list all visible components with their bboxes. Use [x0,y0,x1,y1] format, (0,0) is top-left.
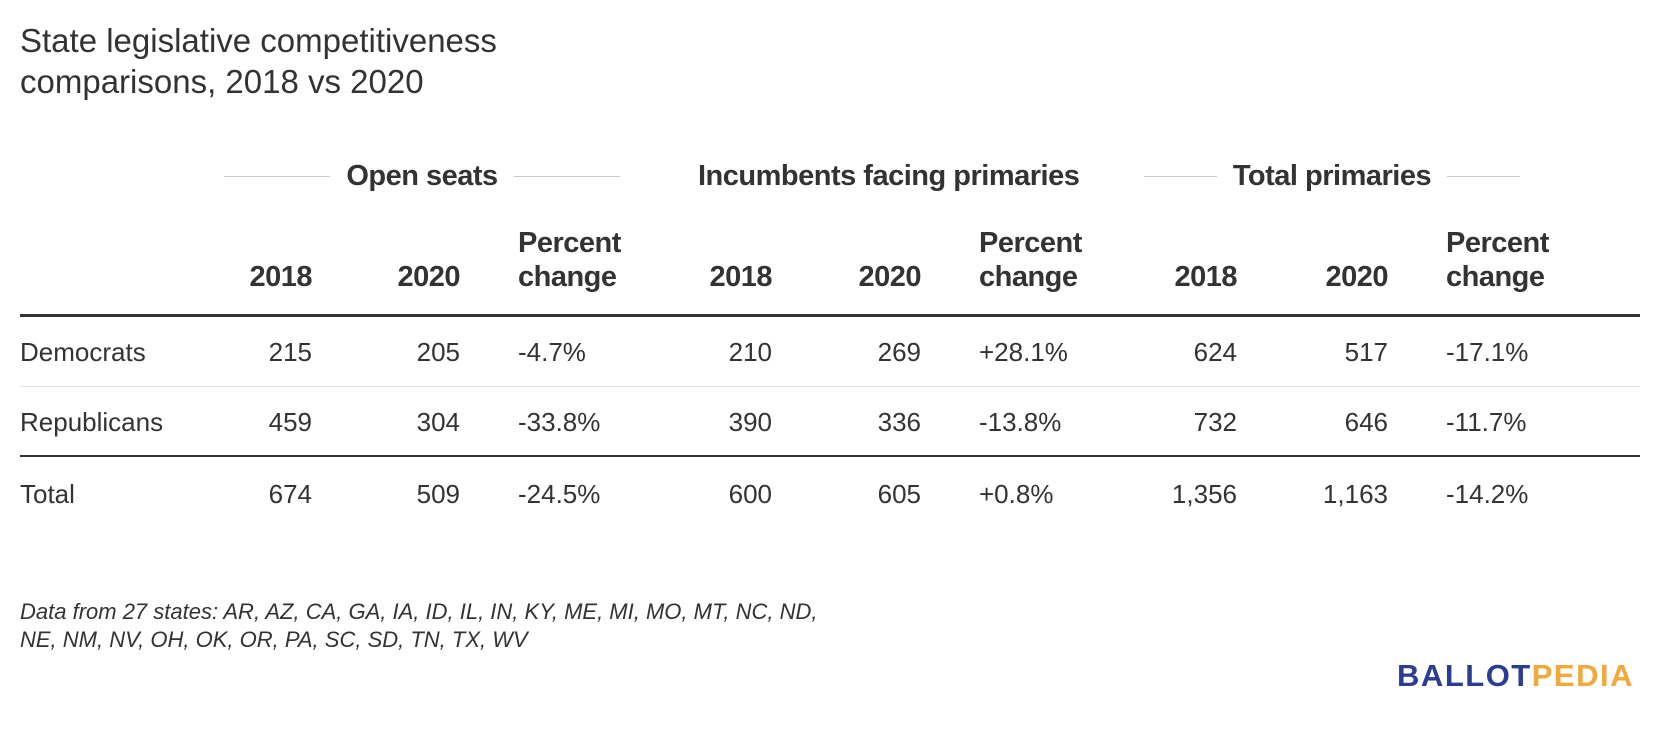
cell-inc-pct: +28.1% [979,337,1068,367]
col-head-total-pct: Percent change [1446,227,1549,293]
cell-total-pct: -11.7% [1446,407,1527,437]
cell-open-pct: -24.5% [518,479,601,509]
total-rule [20,455,1640,457]
col-head-total-2020: 2020 [1325,261,1388,293]
cell-total-2020: 646 [1344,407,1388,437]
col-head-open-2018: 2018 [249,261,312,293]
title-line-2: comparisons, 2018 vs 2020 [20,63,424,100]
cell-open-2020: 509 [416,479,460,509]
cell-total-2020: 517 [1344,337,1388,367]
ballotpedia-logo: BALLOTPEDIA [1397,658,1634,694]
group-header-total-primaries: Total primaries [1144,156,1520,196]
header-rule [20,314,1640,317]
cell-total-pct: -14.2% [1446,479,1529,509]
group-label-incumbents: Incumbents facing primaries [698,159,1080,192]
cell-inc-2020: 605 [877,479,921,509]
group-rule-right [1447,175,1520,177]
table-row-democrats: Democrats 215 205 -4.7% 210 269 +28.1% 6… [0,332,1660,372]
row-label: Total [20,479,75,509]
cell-inc-2020: 269 [877,337,921,367]
cell-inc-2018: 210 [728,337,772,367]
group-header-open-seats: Open seats [224,156,620,196]
table-row-total: Total 674 509 -24.5% 600 605 +0.8% 1,356… [0,474,1660,514]
cell-total-pct: -17.1% [1446,337,1529,367]
cell-inc-2020: 336 [877,407,921,437]
footnote-line-2: NE, NM, NV, OH, OK, OR, PA, SC, SD, TN, … [20,627,528,652]
col-head-inc-2018: 2018 [709,261,772,293]
logo-part-pedia: PEDIA [1531,658,1634,693]
col-head-inc-pct: Percent change [979,227,1082,293]
group-label-open-seats: Open seats [346,159,498,192]
row-divider [20,386,1640,387]
cell-open-2018: 674 [268,479,312,509]
cell-inc-2018: 600 [728,479,772,509]
col-head-total-2018: 2018 [1174,261,1237,293]
logo-part-ballot: BALLOT [1397,658,1532,693]
row-label: Democrats [20,337,146,367]
group-rule-left [1144,175,1217,177]
group-rule-left [224,175,331,177]
cell-total-2018: 732 [1193,407,1237,437]
cell-open-2020: 205 [416,337,460,367]
group-header-incumbents: Incumbents facing primaries [682,156,1082,196]
cell-open-2018: 459 [268,407,312,437]
col-head-open-pct: Percent change [518,227,621,293]
cell-total-2020: 1,163 [1322,479,1388,509]
cell-total-2018: 1,356 [1171,479,1237,509]
cell-total-2018: 624 [1193,337,1237,367]
group-label-total-primaries: Total primaries [1232,159,1432,192]
cell-open-2020: 304 [416,407,460,437]
table-row-republicans: Republicans 459 304 -33.8% 390 336 -13.8… [0,402,1660,442]
cell-inc-2018: 390 [728,407,772,437]
cell-open-pct: -4.7% [518,337,586,367]
cell-inc-pct: +0.8% [979,479,1054,509]
group-rule-right [513,175,620,177]
chart-title: State legislative competitiveness compar… [20,20,620,102]
col-head-inc-2020: 2020 [858,261,921,293]
cell-inc-pct: -13.8% [979,407,1062,437]
row-label: Republicans [20,407,164,437]
footnote-line-1: Data from 27 states: AR, AZ, CA, GA, IA,… [20,599,818,624]
title-line-1: State legislative competitiveness [20,22,497,59]
footnote: Data from 27 states: AR, AZ, CA, GA, IA,… [20,598,880,654]
col-head-open-2020: 2020 [397,261,460,293]
cell-open-pct: -33.8% [518,407,601,437]
cell-open-2018: 215 [268,337,312,367]
